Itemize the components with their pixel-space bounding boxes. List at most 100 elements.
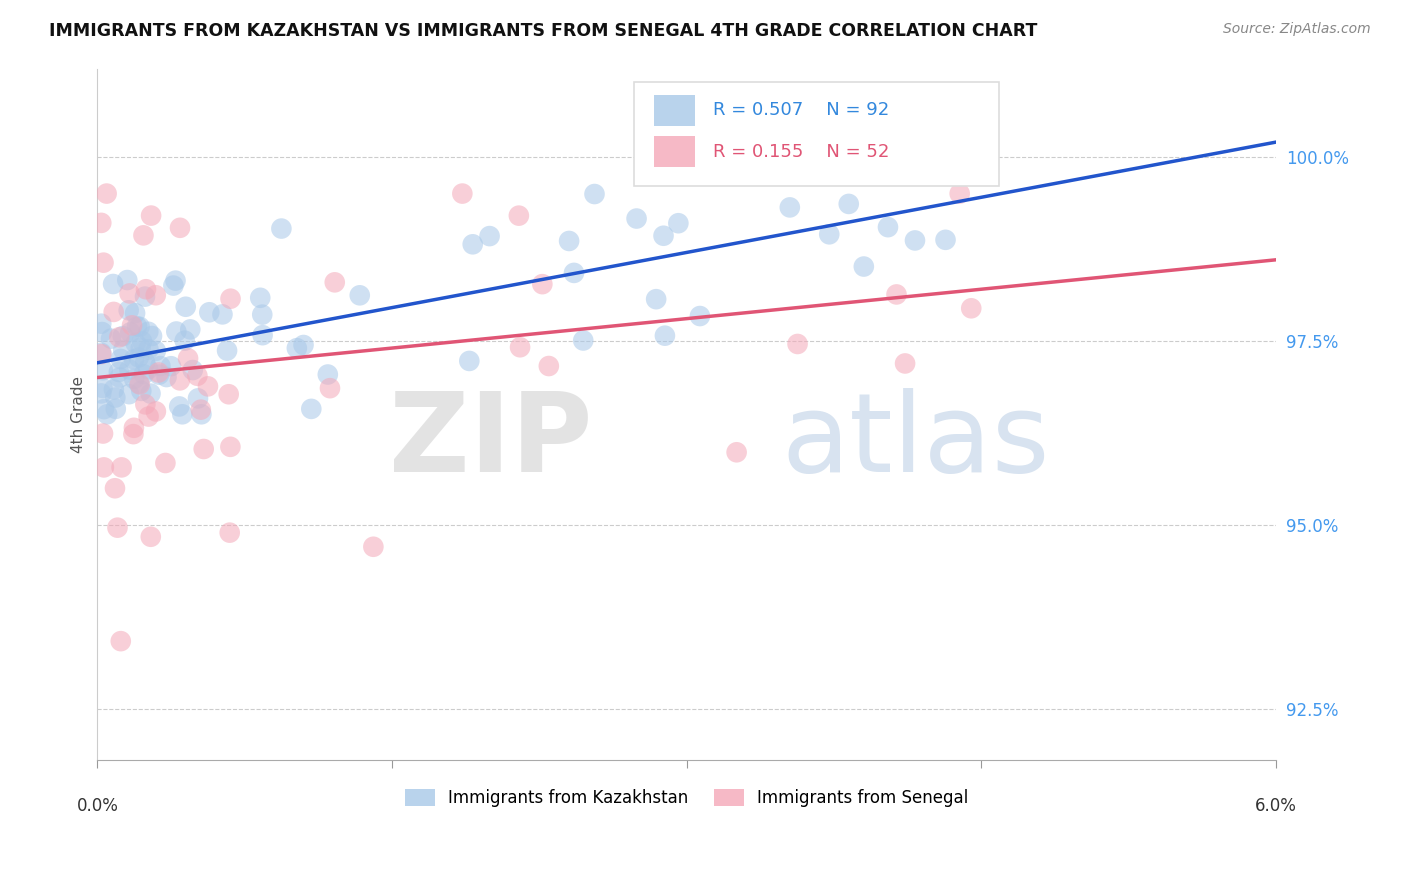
Point xyxy=(652,228,675,243)
Point xyxy=(186,368,208,383)
Point xyxy=(108,365,131,379)
Point xyxy=(139,386,162,401)
Point xyxy=(100,332,122,346)
Text: atlas: atlas xyxy=(780,388,1049,495)
Point xyxy=(211,307,233,321)
Point xyxy=(118,387,141,401)
Point xyxy=(96,186,118,201)
Point xyxy=(155,370,177,384)
Point xyxy=(138,409,160,424)
Point xyxy=(104,401,127,416)
Point xyxy=(165,325,187,339)
Bar xyxy=(654,95,695,126)
Text: 0.0%: 0.0% xyxy=(76,797,118,814)
Point xyxy=(654,328,676,343)
Text: IMMIGRANTS FROM KAZAKHSTAN VS IMMIGRANTS FROM SENEGAL 4TH GRADE CORRELATION CHAR: IMMIGRANTS FROM KAZAKHSTAN VS IMMIGRANTS… xyxy=(49,22,1038,40)
Point xyxy=(128,376,150,391)
Point xyxy=(91,325,114,339)
Point xyxy=(215,343,238,358)
Point xyxy=(319,381,342,395)
Point xyxy=(838,197,860,211)
Point xyxy=(112,343,135,357)
Point xyxy=(270,221,292,235)
Text: R = 0.155    N = 52: R = 0.155 N = 52 xyxy=(713,143,889,161)
Point xyxy=(725,445,748,459)
Point xyxy=(779,201,801,215)
Point xyxy=(145,404,167,418)
Point xyxy=(219,440,242,454)
Point xyxy=(149,359,172,373)
Point xyxy=(877,220,900,235)
Point xyxy=(136,325,159,339)
FancyBboxPatch shape xyxy=(634,82,1000,186)
Point xyxy=(934,233,956,247)
Point xyxy=(285,341,308,355)
Point xyxy=(193,442,215,456)
Point xyxy=(886,287,908,301)
Point xyxy=(122,372,145,386)
Text: Source: ZipAtlas.com: Source: ZipAtlas.com xyxy=(1223,22,1371,37)
Point xyxy=(349,288,371,302)
Point xyxy=(169,220,191,235)
Point xyxy=(179,322,201,336)
Point xyxy=(118,303,141,318)
Legend: Immigrants from Kazakhstan, Immigrants from Senegal: Immigrants from Kazakhstan, Immigrants f… xyxy=(398,782,974,814)
Point xyxy=(134,397,156,411)
Point xyxy=(316,368,339,382)
Point xyxy=(148,366,170,380)
Point xyxy=(120,326,142,340)
Point xyxy=(174,300,197,314)
Point xyxy=(323,276,346,290)
Point xyxy=(101,277,124,291)
Point xyxy=(173,334,195,348)
Point xyxy=(129,341,152,355)
Point xyxy=(136,362,159,376)
Point xyxy=(108,370,131,384)
Point xyxy=(461,237,484,252)
Point xyxy=(508,209,530,223)
Point xyxy=(132,368,155,382)
Point xyxy=(894,356,917,370)
Point xyxy=(299,401,322,416)
Point xyxy=(110,351,132,366)
Point xyxy=(131,334,153,349)
Point xyxy=(132,228,155,243)
Point xyxy=(160,359,183,374)
Point xyxy=(96,407,118,421)
Point xyxy=(187,392,209,406)
Point xyxy=(562,266,585,280)
Point xyxy=(122,352,145,367)
Point xyxy=(626,211,648,226)
Point xyxy=(138,343,160,357)
Point xyxy=(91,381,114,395)
Point xyxy=(104,481,127,495)
Point xyxy=(167,400,190,414)
Point xyxy=(103,383,125,397)
Point xyxy=(134,355,156,369)
Point xyxy=(190,402,212,417)
Point xyxy=(666,216,689,230)
Point xyxy=(818,227,841,242)
Point xyxy=(90,345,112,359)
Point xyxy=(786,337,808,351)
Point xyxy=(458,354,481,368)
Point xyxy=(107,521,129,535)
Text: ZIP: ZIP xyxy=(389,388,592,495)
Point xyxy=(93,460,115,475)
Point xyxy=(139,530,162,544)
Point xyxy=(128,351,150,365)
Point xyxy=(839,166,862,180)
Point xyxy=(478,229,501,244)
Point xyxy=(155,456,177,470)
Point xyxy=(122,427,145,442)
Point xyxy=(108,330,131,344)
Point xyxy=(128,377,150,392)
Point xyxy=(572,334,595,348)
Point xyxy=(198,305,221,319)
Point xyxy=(134,290,156,304)
Point xyxy=(122,421,145,435)
Point xyxy=(139,209,162,223)
Point xyxy=(145,343,167,358)
Point xyxy=(558,234,581,248)
Point xyxy=(125,319,148,334)
